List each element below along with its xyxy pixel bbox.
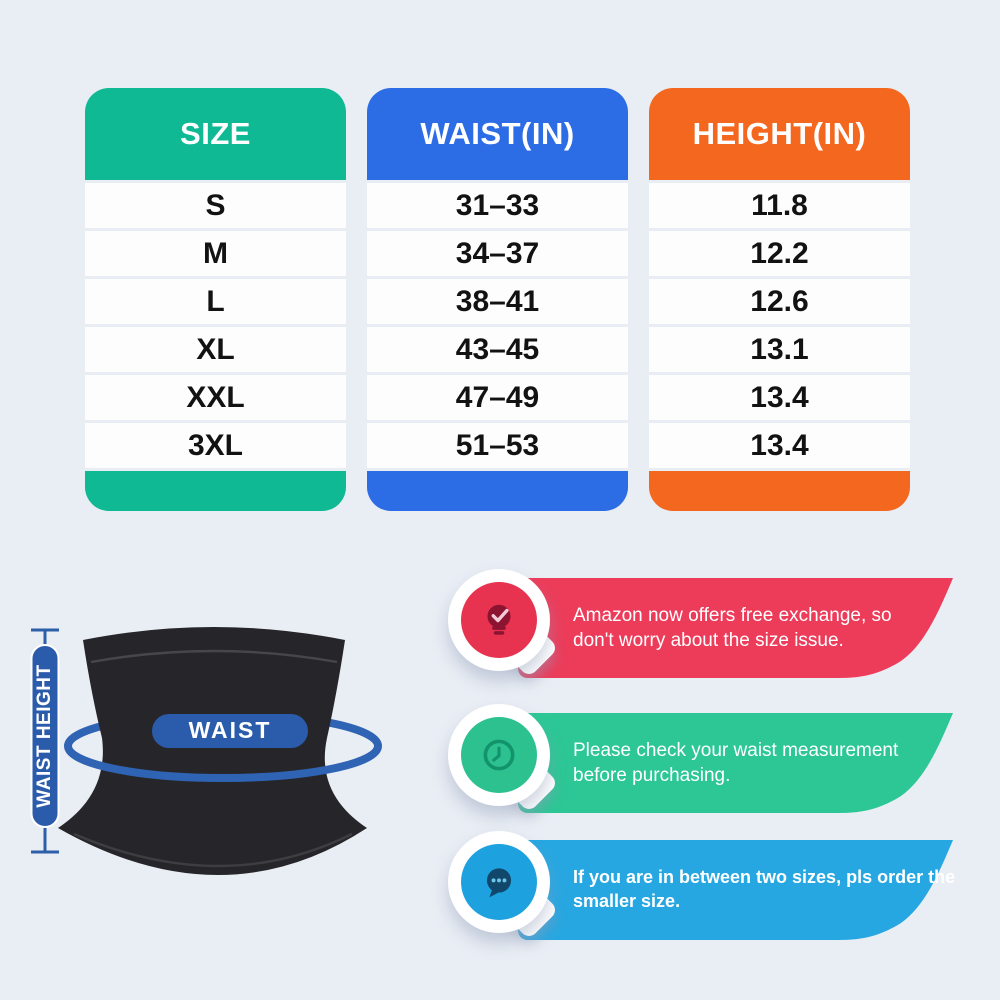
waist-pill bbox=[152, 714, 308, 748]
waist-height-label: WAIST HEIGHT bbox=[34, 664, 55, 807]
size-column: SIZE S M L XL XXL 3XL bbox=[85, 88, 346, 511]
table-cell: S bbox=[85, 183, 346, 228]
waist-height-pill bbox=[30, 644, 60, 828]
clock-icon bbox=[483, 739, 515, 771]
callout-badge bbox=[448, 569, 559, 678]
table-cell: 38–41 bbox=[367, 279, 628, 324]
callout-check-measurement: Please check your waist measurement befo… bbox=[448, 700, 963, 830]
callout-text: If you are in between two sizes, pls ord… bbox=[573, 867, 956, 911]
table-cell: 3XL bbox=[85, 423, 346, 468]
table-cell: 11.8 bbox=[649, 183, 910, 228]
table-cell: 47–49 bbox=[367, 375, 628, 420]
table-cell: 13.4 bbox=[649, 375, 910, 420]
table-cell: 12.2 bbox=[649, 231, 910, 276]
column-header: SIZE bbox=[85, 88, 346, 180]
callout-banner-shape bbox=[518, 713, 953, 813]
table-cell: XL bbox=[85, 327, 346, 372]
callout-badge bbox=[448, 831, 559, 940]
waist-trainer-garment bbox=[58, 627, 367, 875]
table-cell: XXL bbox=[85, 375, 346, 420]
callout-banner-shape bbox=[518, 840, 953, 940]
waist-ring-front bbox=[64, 742, 382, 782]
size-table: SIZE S M L XL XXL 3XL WAIST(IN) 31–33 34–37 38–41 4… bbox=[85, 88, 910, 511]
callout-banner-shape bbox=[518, 578, 953, 678]
column-header: WAIST(IN) bbox=[367, 88, 628, 180]
lightbulb-check-icon bbox=[487, 604, 511, 635]
callout-text: Please check your waist measurement befo… bbox=[573, 739, 899, 786]
chat-dots-icon bbox=[486, 868, 512, 898]
column-header: HEIGHT(IN) bbox=[649, 88, 910, 180]
callout-text: Amazon now offers free exchange, so don'… bbox=[573, 604, 892, 651]
size-column: WAIST(IN) 31–33 34–37 38–41 43–45 47–49 51–53 bbox=[367, 88, 628, 511]
callout-between-sizes: If you are in between two sizes, pls ord… bbox=[448, 827, 963, 957]
callout-badge bbox=[448, 704, 559, 813]
table-cell: 13.4 bbox=[649, 423, 910, 468]
table-cell: 13.1 bbox=[649, 327, 910, 372]
table-cell: 43–45 bbox=[367, 327, 628, 372]
garment-bottom-seam bbox=[73, 832, 353, 868]
garment-top-seam bbox=[90, 649, 338, 664]
callout-free-exchange: Amazon now offers free exchange, so don'… bbox=[448, 565, 963, 695]
table-cell: 34–37 bbox=[367, 231, 628, 276]
size-column: HEIGHT(IN) 11.8 12.2 12.6 13.1 13.4 13.4 bbox=[649, 88, 910, 511]
table-cell: M bbox=[85, 231, 346, 276]
waist-label: WAIST bbox=[189, 717, 272, 743]
table-cell: 51–53 bbox=[367, 423, 628, 468]
column-footer bbox=[367, 471, 628, 511]
table-cell: L bbox=[85, 279, 346, 324]
column-footer bbox=[649, 471, 910, 511]
column-footer bbox=[85, 471, 346, 511]
waist-trainer-diagram: WAIST HEIGHT WAIST bbox=[30, 627, 382, 875]
table-cell: 31–33 bbox=[367, 183, 628, 228]
table-cell: 12.6 bbox=[649, 279, 910, 324]
